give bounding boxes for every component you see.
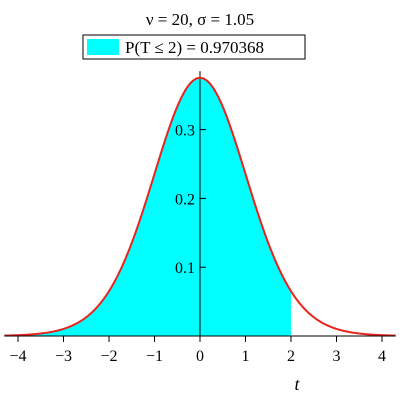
shaded-area: [4, 77, 291, 336]
x-tick-label: 0: [196, 348, 204, 365]
plot-area: −4 −3 −2 −1 0 1 2 3 4 0.1 0.2 0.3: [4, 71, 396, 365]
x-axis-label: t: [294, 374, 300, 394]
legend-box: [82, 34, 306, 60]
x-tick-label: −3: [55, 348, 72, 365]
y-axis-ticks: 0.1 0.2 0.3: [175, 123, 206, 277]
x-tick-label: 2: [287, 348, 295, 365]
x-tick-label: 3: [333, 348, 341, 365]
legend-swatch: [87, 39, 119, 55]
x-tick-label: 4: [378, 348, 386, 365]
x-tick-label: −1: [146, 348, 163, 365]
x-tick-label: −2: [100, 348, 117, 365]
y-tick-label: 0.3: [175, 123, 195, 140]
y-tick-label: 0.2: [175, 191, 195, 208]
x-tick-label: 1: [242, 348, 250, 365]
legend: P(T ≤ 2) = 0.970368: [82, 34, 306, 60]
x-tick-label: −4: [9, 348, 26, 365]
density-curve: [4, 76, 396, 337]
chart-title: ν = 20, σ = 1.05: [146, 10, 254, 29]
legend-label: P(T ≤ 2) = 0.970368: [125, 38, 264, 57]
y-tick-label: 0.1: [175, 260, 195, 277]
x-axis-ticks: −4 −3 −2 −1 0 1 2 3 4: [9, 336, 386, 365]
